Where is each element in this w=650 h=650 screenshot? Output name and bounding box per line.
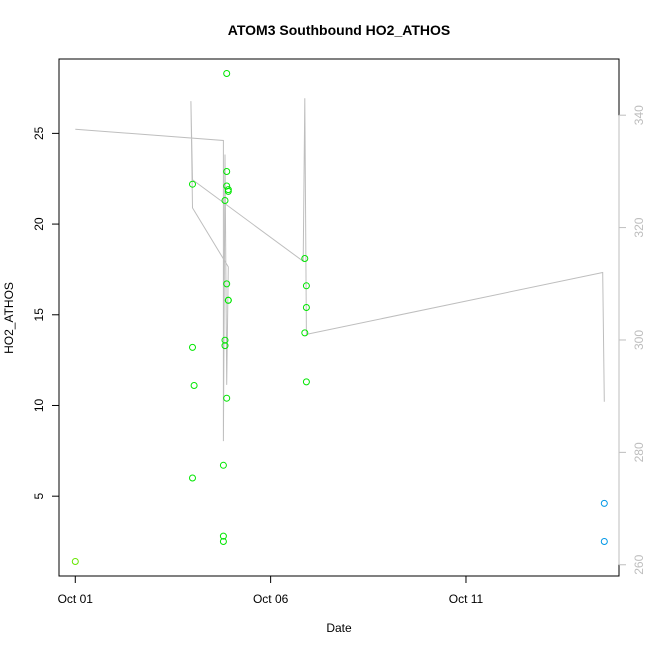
x-axis: Oct 01 Oct 06 Oct 11 xyxy=(58,575,484,606)
scatter-points xyxy=(71,70,608,565)
y-tick-label: 20 xyxy=(32,217,46,231)
data-point xyxy=(223,70,231,77)
y-axis-title: HO2_ATHOS xyxy=(2,282,16,354)
chart-title: ATOM3 Southbound HO2_ATHOS xyxy=(228,22,450,38)
data-point xyxy=(224,296,232,304)
y2-tick-label: 320 xyxy=(632,217,646,237)
data-point xyxy=(190,382,198,389)
data-point xyxy=(301,329,309,337)
y-axis: 5 10 15 20 25 xyxy=(32,126,60,500)
data-point xyxy=(302,378,310,386)
data-point xyxy=(223,394,231,402)
data-point xyxy=(302,304,310,311)
y2-tick-label: 300 xyxy=(632,330,646,350)
y-tick-label: 10 xyxy=(32,398,46,412)
y-tick-label: 5 xyxy=(32,493,46,500)
y-tick-label: 25 xyxy=(32,126,46,140)
data-point xyxy=(223,280,231,288)
data-point xyxy=(189,474,196,482)
data-point xyxy=(219,461,227,469)
y2-axis: 260 280 300 320 340 xyxy=(618,105,646,575)
line-series xyxy=(75,98,605,442)
plot-area-border xyxy=(58,58,620,577)
x-axis-title: Date xyxy=(326,621,352,635)
data-point xyxy=(600,499,608,507)
data-point xyxy=(221,197,229,204)
data-point xyxy=(301,255,309,262)
y2-tick-label: 280 xyxy=(632,442,646,462)
y-tick-label: 15 xyxy=(32,308,46,322)
line-series-path xyxy=(75,98,605,442)
y2-tick-label: 260 xyxy=(632,554,646,574)
data-point xyxy=(219,532,227,540)
data-point xyxy=(224,186,232,194)
data-point xyxy=(219,538,227,545)
data-point xyxy=(221,336,229,344)
data-point xyxy=(600,538,608,545)
x-tick-label: Oct 01 xyxy=(58,592,94,606)
x-tick-label: Oct 11 xyxy=(449,592,484,606)
x-tick-label: Oct 06 xyxy=(253,592,289,606)
data-point xyxy=(189,343,196,351)
data-point xyxy=(189,180,196,188)
data-point xyxy=(221,342,229,350)
y2-tick-label: 340 xyxy=(632,105,646,125)
data-point xyxy=(71,558,79,565)
data-point xyxy=(302,282,310,290)
data-point xyxy=(223,168,231,175)
